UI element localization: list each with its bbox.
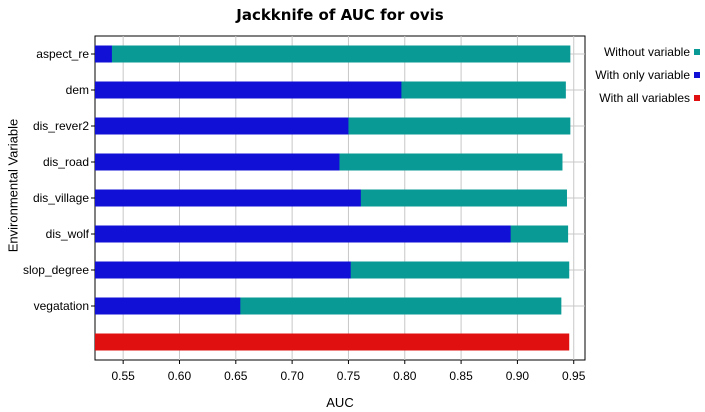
y-tick-label: aspect_re — [36, 47, 89, 61]
bar-with-only-variable — [95, 81, 402, 99]
legend-label: Without variable — [603, 44, 690, 59]
y-tick-label: dem — [66, 83, 89, 97]
bar-with-all-variables — [95, 333, 570, 351]
y-tick-label: dis_road — [43, 155, 89, 169]
x-tick-label: 0.90 — [506, 369, 530, 383]
x-tick-label: 0.75 — [337, 369, 361, 383]
legend-item-with-all: With all variables — [590, 86, 700, 109]
y-tick-label: dis_rever2 — [33, 119, 89, 133]
x-tick-label: 0.95 — [562, 369, 586, 383]
y-tick-label: slop_degree — [23, 263, 89, 277]
legend-item-with-only: With only variable — [590, 63, 700, 86]
y-tick-label: vegatation — [34, 299, 89, 313]
bar-with-only-variable — [95, 261, 351, 279]
x-tick-label: 0.60 — [168, 369, 192, 383]
bar-with-only-variable — [95, 153, 340, 171]
legend: Without variable With only variable With… — [590, 40, 700, 109]
x-tick-label: 0.55 — [111, 369, 135, 383]
bar-without-variable — [95, 45, 571, 63]
x-tick-label: 0.85 — [449, 369, 473, 383]
bar-with-only-variable — [95, 45, 112, 63]
x-tick-label: 0.65 — [224, 369, 248, 383]
bar-with-only-variable — [95, 189, 361, 207]
x-tick-label: 0.70 — [280, 369, 304, 383]
chart-title: Jackknife of AUC for ovis — [236, 6, 444, 24]
y-tick-label: dis_village — [33, 191, 89, 205]
y-tick-label: dis_wolf — [46, 227, 90, 241]
x-axis-label: AUC — [326, 395, 354, 410]
legend-swatch-without — [694, 48, 700, 55]
bar-with-only-variable — [95, 117, 349, 135]
bar-with-only-variable — [95, 225, 511, 243]
bar-with-only-variable — [95, 297, 241, 315]
y-axis-label: Environmental Variable — [5, 118, 21, 253]
legend-item-without: Without variable — [590, 40, 700, 63]
x-tick-label: 0.80 — [393, 369, 417, 383]
legend-swatch-with-only — [694, 71, 700, 78]
legend-label: With all variables — [599, 90, 690, 105]
legend-swatch-with-all — [694, 94, 700, 101]
legend-label: With only variable — [595, 67, 690, 82]
